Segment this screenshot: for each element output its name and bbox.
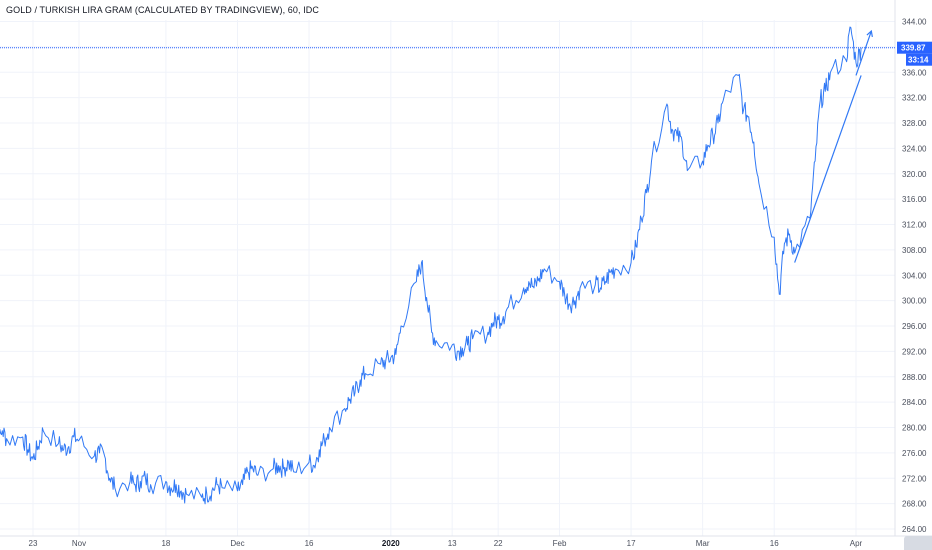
- time-tick-label: 23: [29, 539, 38, 548]
- time-tick-label: 22: [494, 539, 503, 548]
- price-series-line: [0, 26, 862, 505]
- price-tick-label: 268.00: [902, 500, 927, 509]
- price-tick-label: 336.00: [902, 68, 927, 77]
- price-tick-label: 296.00: [902, 322, 927, 331]
- series-layer: [0, 26, 862, 505]
- price-axis[interactable]: 264.00 268.00 272.00 276.00 280.00 284.00 288.…: [902, 18, 927, 535]
- time-tick-label: 2020: [382, 539, 400, 548]
- arrow-head: [866, 29, 873, 38]
- price-tick-label: 308.00: [902, 246, 927, 255]
- trend-line-drawing[interactable]: [794, 75, 862, 263]
- grid: [0, 20, 895, 536]
- time-tick-label: Mar: [696, 539, 710, 548]
- price-tick-label: 272.00: [902, 474, 927, 483]
- countdown-label: 33:14: [908, 56, 929, 65]
- countdown-badge-bg: [906, 53, 932, 66]
- price-tick-label: 304.00: [902, 271, 927, 280]
- last-price-badge: 339.87 33:14: [897, 41, 932, 66]
- price-tick-label: 316.00: [902, 195, 927, 204]
- last-price-label: 339.87: [901, 44, 926, 53]
- price-tick-label: 300.00: [902, 297, 927, 306]
- price-tick-label: 344.00: [902, 18, 927, 27]
- arrow-drawing[interactable]: [855, 30, 872, 76]
- time-tick-label: 16: [770, 539, 779, 548]
- price-tick-label: 276.00: [902, 449, 927, 458]
- chart-title: GOLD / TURKISH LIRA GRAM (CALCULATED BY …: [6, 5, 319, 15]
- time-tick-label: Dec: [230, 539, 244, 548]
- price-tick-label: 324.00: [902, 144, 927, 153]
- price-tick-label: 280.00: [902, 424, 927, 433]
- time-tick-label: Nov: [72, 539, 86, 548]
- time-axis[interactable]: 23 Nov 18 Dec 16 2020 13 22 Feb 17 Mar 16 Apr: [29, 539, 863, 548]
- time-tick-label: 16: [305, 539, 314, 548]
- price-tick-label: 264.00: [902, 525, 927, 534]
- price-tick-label: 288.00: [902, 373, 927, 382]
- time-tick-label: 13: [448, 539, 457, 548]
- scroll-corner: [904, 536, 932, 550]
- last-price-badge-bg: [897, 41, 932, 54]
- price-tick-label: 332.00: [902, 94, 927, 103]
- time-tick-label: Apr: [850, 539, 863, 548]
- time-tick-label: Feb: [553, 539, 567, 548]
- price-tick-label: 284.00: [902, 398, 927, 407]
- price-tick-label: 312.00: [902, 221, 927, 230]
- price-tick-label: 328.00: [902, 119, 927, 128]
- price-tick-label: 320.00: [902, 170, 927, 179]
- time-tick-label: 17: [627, 539, 636, 548]
- time-tick-label: 18: [161, 539, 170, 548]
- drawings-layer[interactable]: [794, 29, 873, 263]
- price-tick-label: 292.00: [902, 347, 927, 356]
